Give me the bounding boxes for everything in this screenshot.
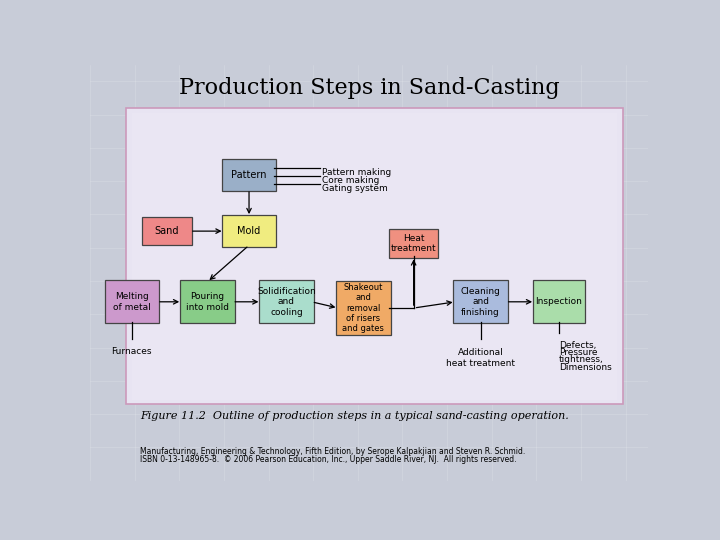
- FancyBboxPatch shape: [142, 218, 192, 245]
- Text: Cleaning
and
finishing: Cleaning and finishing: [461, 287, 500, 316]
- FancyBboxPatch shape: [180, 280, 235, 323]
- FancyBboxPatch shape: [132, 113, 617, 400]
- Text: Solidification
and
cooling: Solidification and cooling: [257, 287, 316, 316]
- FancyBboxPatch shape: [389, 229, 438, 258]
- Text: Pattern: Pattern: [231, 170, 267, 180]
- Text: Pouring
into mold: Pouring into mold: [186, 292, 229, 312]
- FancyBboxPatch shape: [104, 280, 159, 323]
- FancyBboxPatch shape: [336, 281, 391, 335]
- Text: Additional
heat treatment: Additional heat treatment: [446, 348, 515, 368]
- FancyBboxPatch shape: [126, 109, 623, 404]
- Text: Melting
of metal: Melting of metal: [113, 292, 150, 312]
- Text: Production Steps in Sand-Casting: Production Steps in Sand-Casting: [179, 77, 559, 99]
- Text: Shakeout
and
removal
of risers
and gates: Shakeout and removal of risers and gates: [343, 283, 384, 333]
- FancyBboxPatch shape: [222, 159, 276, 191]
- Text: Manufacturing, Engineering & Technology, Fifth Edition, by Serope Kalpakjian and: Manufacturing, Engineering & Technology,…: [140, 447, 526, 456]
- FancyBboxPatch shape: [454, 280, 508, 323]
- Text: Pattern making: Pattern making: [322, 168, 391, 177]
- Text: Defects,: Defects,: [559, 341, 596, 350]
- Text: Heat
treatment: Heat treatment: [391, 234, 436, 253]
- FancyBboxPatch shape: [259, 280, 314, 323]
- FancyBboxPatch shape: [222, 215, 276, 247]
- Text: ISBN 0-13-148965-8.  © 2006 Pearson Education, Inc., Upper Saddle River, NJ.  Al: ISBN 0-13-148965-8. © 2006 Pearson Educa…: [140, 455, 517, 464]
- Text: Gating system: Gating system: [322, 184, 387, 193]
- Text: Sand: Sand: [155, 226, 179, 236]
- Text: Figure 11.2  Outline of production steps in a typical sand-casting operation.: Figure 11.2 Outline of production steps …: [140, 411, 569, 421]
- Text: Mold: Mold: [238, 226, 261, 236]
- FancyBboxPatch shape: [533, 280, 585, 323]
- Text: Core making: Core making: [322, 176, 379, 185]
- Text: tightness,: tightness,: [559, 355, 603, 364]
- Text: Pressure: Pressure: [559, 348, 597, 357]
- Text: Furnaces: Furnaces: [112, 347, 152, 356]
- Text: Dimensions: Dimensions: [559, 362, 611, 372]
- Text: Inspection: Inspection: [535, 298, 582, 306]
